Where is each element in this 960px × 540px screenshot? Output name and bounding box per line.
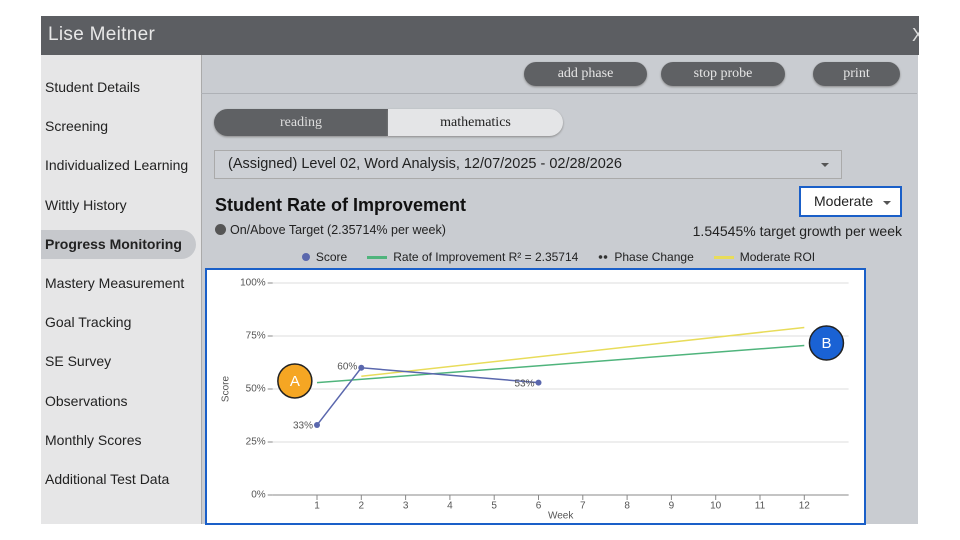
series-line bbox=[316, 344, 805, 384]
sidebar-item[interactable]: Monthly Scores bbox=[45, 431, 142, 448]
legend-item[interactable]: Score bbox=[301, 250, 348, 264]
legend-symbol bbox=[713, 255, 734, 259]
tab[interactable]: mathematics bbox=[388, 109, 563, 136]
sidebar-item[interactable]: SE Survey bbox=[45, 353, 112, 370]
annotation-label: B bbox=[821, 335, 831, 352]
header-title: Lise Meitner bbox=[48, 24, 156, 45]
x-tick-label: 8 bbox=[624, 501, 630, 512]
legend-item[interactable]: Phase Change bbox=[598, 250, 694, 264]
x-tick-label: 3 bbox=[403, 501, 409, 512]
roi-select-value: Moderate bbox=[814, 193, 874, 209]
x-axis-label: Week bbox=[548, 511, 574, 522]
sidebar-item[interactable]: Goal Tracking bbox=[45, 314, 132, 331]
data-label: 60% bbox=[337, 361, 357, 372]
legend-label: Rate of Improvement R² = 2.35714 bbox=[393, 250, 579, 264]
sidebar-item[interactable]: Screening bbox=[45, 118, 109, 135]
legend-label: Score bbox=[315, 250, 348, 264]
target-growth: 1.54545% target growth per week bbox=[692, 223, 902, 239]
y-tick-label: 75% bbox=[246, 331, 266, 342]
legend-item[interactable]: Rate of Improvement R² = 2.35714 bbox=[367, 250, 578, 264]
annotation-marker bbox=[808, 325, 845, 361]
active-indicator bbox=[41, 229, 196, 259]
sidebar-item[interactable]: Progress Monitoring bbox=[45, 235, 182, 252]
assignment-select[interactable]: (Assigned) Level 02, Word Analysis, 12/0… bbox=[214, 150, 842, 179]
sidebar-item[interactable]: Additional Test Data bbox=[45, 471, 170, 487]
x-tick-label: 7 bbox=[580, 501, 586, 512]
close-button[interactable]: X bbox=[912, 25, 919, 45]
x-tick-label: 4 bbox=[447, 501, 453, 512]
annotation-marker bbox=[277, 363, 313, 399]
toolbar-button[interactable]: print bbox=[813, 62, 900, 86]
divider bbox=[201, 93, 917, 94]
sidebar-item[interactable]: Mastery Measurement bbox=[45, 275, 185, 291]
sidebar-item[interactable]: Student Details bbox=[45, 79, 140, 95]
legend-symbol bbox=[367, 255, 388, 259]
legend-item[interactable]: Moderate ROI bbox=[713, 250, 816, 264]
chart-container: 0% 25% 50% 75% 100% 1 2 3 4 5 6 7 8 9 10 11 12 Week Score 3… bbox=[205, 268, 866, 525]
x-tick-label: 9 bbox=[669, 501, 675, 512]
legend-symbol bbox=[598, 255, 609, 259]
x-tick-label: 5 bbox=[491, 501, 497, 512]
y-tick-label: 50% bbox=[246, 384, 266, 395]
sidebar-item[interactable]: Wittly History bbox=[45, 196, 127, 213]
toolbar-button[interactable]: add phase bbox=[524, 62, 647, 86]
x-tick-label: 10 bbox=[710, 501, 722, 512]
data-point bbox=[358, 364, 365, 371]
y-tick-label: 0% bbox=[251, 490, 266, 501]
legend: Score Rate of Improvement R² = 2.35714 Pha… bbox=[215, 250, 902, 264]
x-tick-label: 1 bbox=[314, 501, 320, 512]
y-axis-label: Score bbox=[221, 376, 232, 403]
y-tick-label: 25% bbox=[246, 437, 266, 448]
sidebar: Student Details Screening Individualized L… bbox=[41, 55, 201, 524]
data-point bbox=[535, 379, 542, 386]
legend-label: Phase Change bbox=[614, 250, 694, 264]
section-title: Student Rate of Improvement bbox=[215, 195, 467, 215]
status-text: On/Above Target (2.35714% per week) bbox=[230, 223, 446, 237]
sidebar-item[interactable]: Individualized Learning bbox=[45, 157, 189, 174]
data-point bbox=[314, 422, 320, 429]
x-tick-label: 12 bbox=[799, 501, 811, 512]
x-tick-label: 11 bbox=[755, 501, 766, 512]
tab[interactable]: reading bbox=[214, 109, 388, 136]
legend-symbol bbox=[301, 253, 310, 261]
legend-label: Moderate ROI bbox=[739, 250, 816, 264]
header: Lise Meitner X bbox=[41, 16, 919, 55]
data-label: 53% bbox=[514, 378, 534, 389]
y-tick-label: 100% bbox=[240, 278, 266, 289]
roi-select[interactable]: Moderate bbox=[799, 186, 902, 217]
series-line bbox=[316, 367, 539, 426]
data-label: 33% bbox=[293, 421, 313, 432]
x-tick-label: 2 bbox=[359, 501, 365, 512]
x-tick-label: 6 bbox=[536, 501, 542, 512]
toolbar-button[interactable]: stop probe bbox=[661, 62, 785, 86]
sidebar-item[interactable]: Observations bbox=[45, 392, 128, 409]
chart: 0%25%50%75%100%1 2 3 4 5 6 7 8 9 10 11 12WeekScore3… bbox=[221, 278, 849, 522]
assignment-select-value: (Assigned) Level 02, Word Analysis, 12/0… bbox=[228, 156, 622, 172]
series-line bbox=[361, 326, 805, 378]
status: On/Above Target (2.35714% per week) bbox=[215, 223, 446, 237]
annotation-label: A bbox=[290, 373, 300, 390]
